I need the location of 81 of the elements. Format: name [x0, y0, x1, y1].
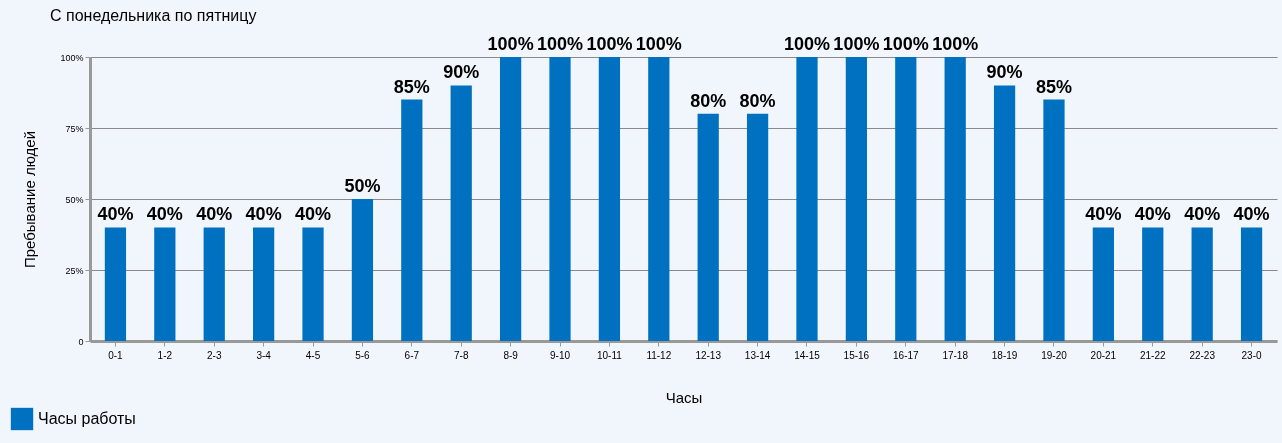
bar — [796, 57, 818, 341]
data-label: 40% — [1233, 204, 1270, 225]
x-tick-label: 13-14 — [744, 349, 771, 361]
bar — [1240, 227, 1263, 341]
bar — [1043, 99, 1065, 341]
y-tick-label: 25% — [65, 265, 84, 276]
data-label: 85% — [1035, 76, 1072, 97]
bar — [697, 113, 719, 341]
x-tick-label: 1-2 — [157, 349, 173, 361]
data-label: 40% — [1085, 204, 1122, 225]
data-label: 40% — [1134, 204, 1171, 225]
x-tick-label: 9-10 — [550, 349, 571, 361]
data-label: 40% — [146, 204, 183, 225]
x-tick-label: 21-22 — [1139, 349, 1166, 361]
data-label: 40% — [245, 204, 282, 225]
bar — [549, 57, 571, 341]
data-label: 100% — [487, 34, 534, 54]
y-tick-label: 0 — [78, 336, 84, 347]
bar — [746, 113, 769, 341]
x-tick-label: 23-0 — [1241, 349, 1263, 361]
data-label: 100% — [932, 34, 979, 54]
x-tick-label: 16-17 — [893, 349, 920, 361]
bar — [302, 227, 324, 341]
x-axis-title: Часы — [665, 388, 703, 406]
bar — [1142, 227, 1164, 341]
x-tick-label: 10-11 — [596, 349, 623, 361]
x-tick-label: 0-1 — [108, 349, 124, 361]
data-label: 40% — [97, 204, 134, 225]
bar — [1191, 227, 1213, 341]
legend-label: Часы работы — [38, 410, 136, 427]
data-label: 50% — [344, 176, 381, 196]
x-tick-label: 4-5 — [305, 349, 321, 361]
data-label: 100% — [635, 34, 682, 54]
x-tick-label: 15-16 — [843, 349, 870, 361]
data-label: 80% — [739, 90, 776, 111]
x-tick-label: 19-20 — [1041, 349, 1068, 361]
x-tick-label: 7-8 — [453, 349, 469, 361]
bar — [203, 227, 225, 341]
data-label: 100% — [586, 34, 633, 54]
bar — [351, 199, 374, 341]
data-label: 90% — [443, 62, 480, 83]
data-label: 40% — [295, 204, 332, 225]
x-tick-label: 14-15 — [794, 349, 821, 361]
bar — [499, 57, 522, 341]
data-label: 100% — [833, 34, 880, 54]
data-label: 80% — [690, 90, 727, 111]
data-label: 85% — [393, 76, 430, 97]
y-tick-label: 50% — [65, 194, 84, 205]
x-tick-label: 3-4 — [256, 349, 272, 361]
data-label: 40% — [196, 204, 233, 225]
bar — [648, 57, 670, 341]
y-tick-label: 100% — [60, 52, 84, 63]
bar — [845, 57, 868, 341]
x-tick-label: 2-3 — [207, 349, 222, 361]
bar — [993, 85, 1016, 341]
bar — [104, 227, 127, 341]
x-tick-label: 8-9 — [503, 349, 519, 361]
x-tick-label: 12-13 — [695, 349, 722, 361]
x-tick-label: 20-21 — [1090, 349, 1117, 361]
bar — [401, 99, 423, 341]
data-label: 100% — [783, 34, 831, 54]
bar — [253, 227, 275, 341]
bar — [598, 57, 621, 341]
x-tick-label: 22-23 — [1189, 349, 1216, 361]
data-label: 40% — [1184, 204, 1221, 225]
x-tick-label: 5-6 — [355, 349, 371, 361]
bar — [944, 57, 966, 341]
data-label: 100% — [882, 34, 929, 54]
y-tick-label: 75% — [65, 123, 84, 134]
data-label: 100% — [536, 34, 584, 54]
x-tick-label: 18-19 — [991, 349, 1018, 361]
data-label: 90% — [986, 62, 1023, 83]
bar — [1092, 227, 1114, 341]
x-tick-label: 6-7 — [404, 349, 420, 361]
y-axis-title: Пребывание людей — [21, 130, 39, 269]
x-tick-label: 11-12 — [646, 349, 672, 361]
bar — [895, 57, 917, 341]
x-tick-label: 17-18 — [942, 349, 969, 361]
chart-title: С понедельника по пятницу — [50, 7, 257, 24]
bar — [154, 227, 176, 341]
bar — [450, 85, 472, 341]
